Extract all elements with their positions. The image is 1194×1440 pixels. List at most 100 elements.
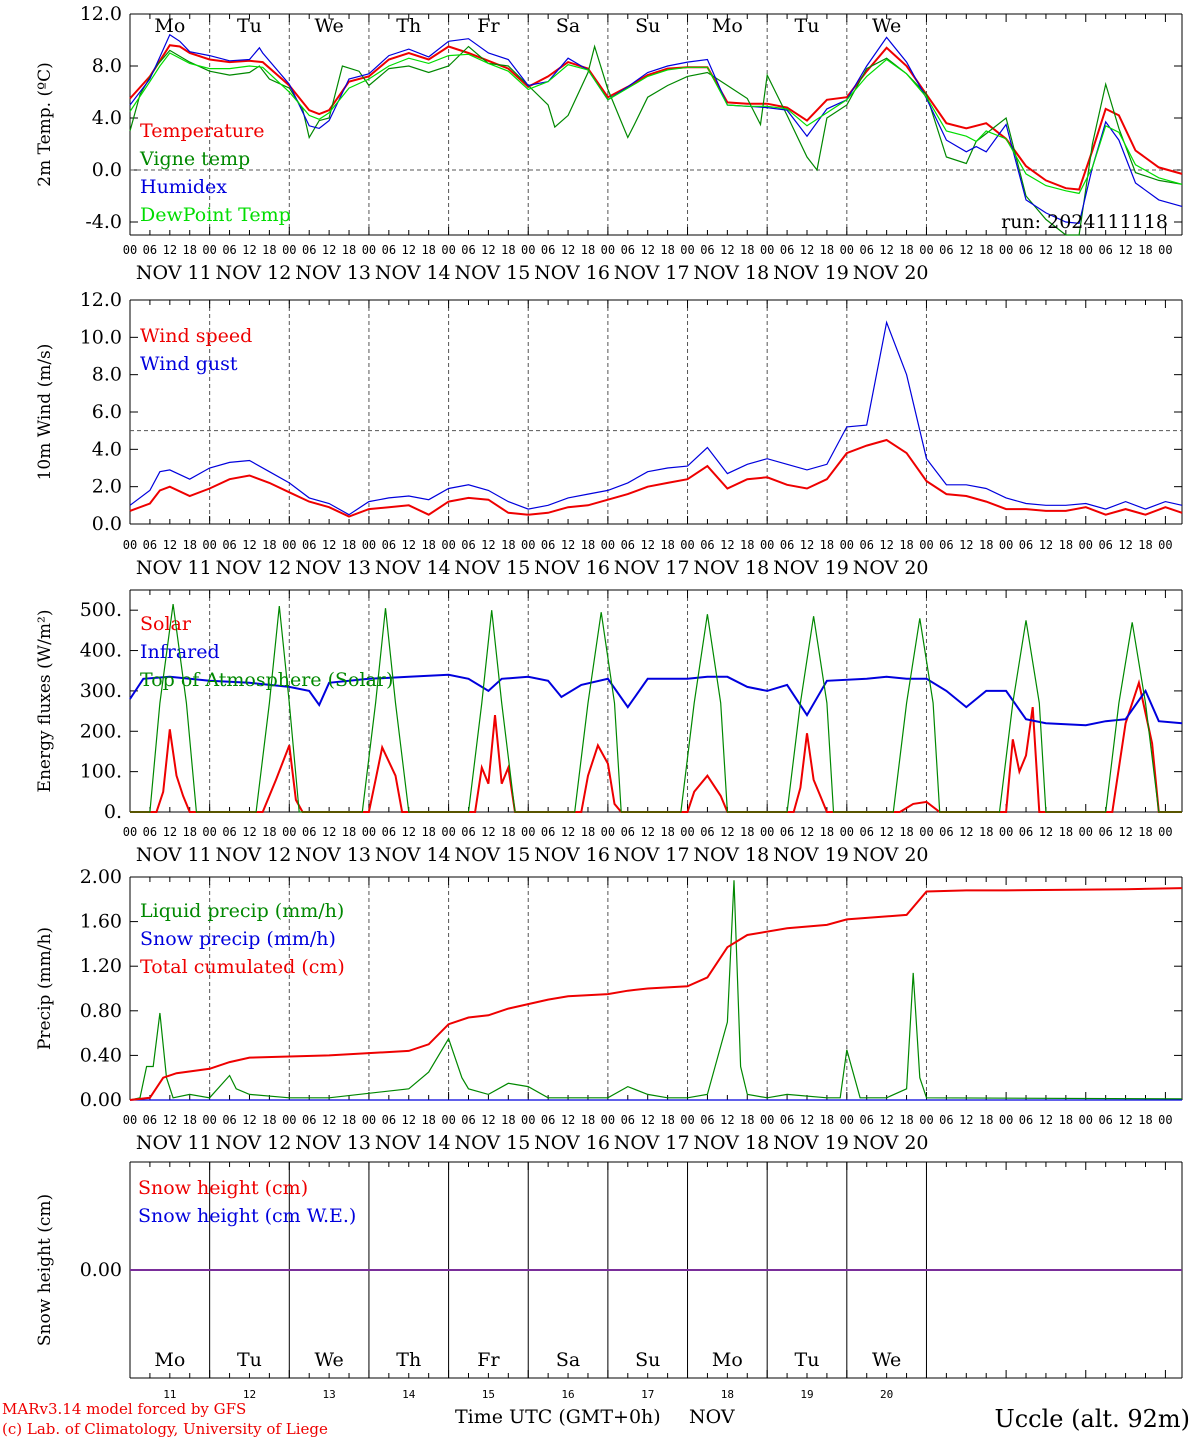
hour-tick-label: 18 <box>262 1113 276 1127</box>
day-label: NOV 18 <box>693 262 769 284</box>
legend-entry: Wind speed <box>140 325 252 347</box>
hour-tick-label: 00 <box>441 243 455 257</box>
hour-tick-label: 06 <box>382 825 396 839</box>
weekday-label: We <box>872 15 901 37</box>
hour-tick-label: 00 <box>919 538 933 552</box>
hour-tick-label: 00 <box>601 1113 615 1127</box>
y-tick-label: 2.0 <box>92 476 122 498</box>
hour-tick-label: 06 <box>1019 243 1033 257</box>
day-label: NOV 17 <box>614 844 690 866</box>
day-number-label: 12 <box>243 1388 256 1401</box>
hour-tick-label: 18 <box>740 538 754 552</box>
hour-tick-label: 18 <box>421 538 435 552</box>
hour-tick-label: 18 <box>660 243 674 257</box>
hour-tick-label: 18 <box>820 1113 834 1127</box>
hour-tick-label: 06 <box>780 1113 794 1127</box>
day-label: NOV 14 <box>375 1132 451 1154</box>
hour-tick-label: 18 <box>1059 243 1073 257</box>
weekday-label: Th <box>396 15 421 37</box>
hour-tick-label: 00 <box>282 825 296 839</box>
hour-tick-label: 12 <box>1039 1113 1053 1127</box>
hour-tick-label: 18 <box>979 825 993 839</box>
hour-tick-label: 12 <box>1118 1113 1132 1127</box>
hour-tick-label: 00 <box>999 243 1013 257</box>
hour-tick-label: 18 <box>183 1113 197 1127</box>
hour-tick-label: 18 <box>421 825 435 839</box>
hour-tick-label: 00 <box>123 243 137 257</box>
hour-tick-label: 12 <box>1118 825 1132 839</box>
hour-tick-label: 06 <box>939 1113 953 1127</box>
hour-tick-label: 12 <box>322 538 336 552</box>
hour-tick-label: 12 <box>720 538 734 552</box>
hour-tick-label: 06 <box>143 825 157 839</box>
hour-tick-label: 06 <box>621 538 635 552</box>
weekday-label: Mo <box>154 15 185 37</box>
day-label: NOV 12 <box>216 557 292 579</box>
y-tick-label: 12.0 <box>80 3 122 25</box>
hour-tick-label: 00 <box>362 243 376 257</box>
day-label: NOV 11 <box>136 1132 212 1154</box>
hour-tick-label: 18 <box>501 825 515 839</box>
day-label: NOV 20 <box>853 844 929 866</box>
month-label: NOV <box>689 1406 735 1428</box>
day-label: NOV 14 <box>375 844 451 866</box>
weekday-label: Mo <box>712 1349 743 1371</box>
hour-tick-label: 00 <box>601 825 615 839</box>
hour-tick-label: 00 <box>601 243 615 257</box>
y-tick-label: 0.0 <box>92 159 122 181</box>
hour-tick-label: 18 <box>820 243 834 257</box>
hour-tick-label: 18 <box>1059 538 1073 552</box>
hour-tick-label: 00 <box>521 243 535 257</box>
day-label: NOV 18 <box>693 1132 769 1154</box>
y-tick-label: -4.0 <box>85 211 122 233</box>
hour-tick-label: 00 <box>441 825 455 839</box>
weekday-label: Tu <box>237 15 262 37</box>
weekday-label: Th <box>396 1349 421 1371</box>
hour-tick-label: 00 <box>1079 825 1093 839</box>
hour-tick-label: 18 <box>183 538 197 552</box>
hour-tick-label: 00 <box>919 825 933 839</box>
day-label: NOV 15 <box>454 844 530 866</box>
y-tick-label: 8.0 <box>92 55 122 77</box>
panel-4: 2.00 1.60 1.20 0.80 0.40 0.00 Precip (mm/h) Liq… <box>35 866 1183 1154</box>
hour-tick-label: 18 <box>581 1113 595 1127</box>
hour-tick-label: 12 <box>163 825 177 839</box>
legend-entry: Snow height (cm W.E.) <box>138 1205 356 1227</box>
hour-tick-label: 00 <box>760 825 774 839</box>
hour-tick-label: 06 <box>700 825 714 839</box>
hour-tick-label: 18 <box>820 538 834 552</box>
hour-tick-label: 18 <box>501 538 515 552</box>
hour-tick-label: 12 <box>720 1113 734 1127</box>
hour-tick-label: 06 <box>860 243 874 257</box>
hour-tick-label: 00 <box>601 538 615 552</box>
day-label: NOV 16 <box>534 844 610 866</box>
day-label: NOV 16 <box>534 262 610 284</box>
hour-tick-label: 12 <box>879 538 893 552</box>
hour-tick-label: 06 <box>382 538 396 552</box>
hour-tick-label: 18 <box>421 243 435 257</box>
hour-tick-label: 12 <box>163 1113 177 1127</box>
hour-tick-label: 06 <box>461 243 475 257</box>
y-tick-label: 400. <box>80 640 122 662</box>
hour-tick-label: 12 <box>402 825 416 839</box>
hour-tick-label: 00 <box>919 1113 933 1127</box>
day-label: NOV 11 <box>136 557 212 579</box>
hour-tick-label: 12 <box>561 1113 575 1127</box>
y-tick-label: 500. <box>80 599 122 621</box>
hour-tick-label: 18 <box>1138 825 1152 839</box>
y-tick-label: 4.0 <box>92 107 122 129</box>
hour-tick-label: 18 <box>740 243 754 257</box>
hour-tick-label: 18 <box>1138 243 1152 257</box>
hour-tick-label: 06 <box>382 243 396 257</box>
day-label: NOV 11 <box>136 844 212 866</box>
hour-tick-label: 06 <box>1098 243 1112 257</box>
hour-tick-label: 06 <box>860 538 874 552</box>
legend-entry: Snow height (cm) <box>138 1177 308 1199</box>
day-label: NOV 20 <box>853 1132 929 1154</box>
hour-tick-label: 12 <box>561 538 575 552</box>
panel-5: 0.00 Snow height (cm) Snow height (cm) Snow… <box>35 1161 1183 1401</box>
hour-tick-label: 12 <box>800 825 814 839</box>
hour-tick-label: 00 <box>840 825 854 839</box>
hour-tick-label: 12 <box>879 243 893 257</box>
day-label: NOV 15 <box>454 1132 530 1154</box>
